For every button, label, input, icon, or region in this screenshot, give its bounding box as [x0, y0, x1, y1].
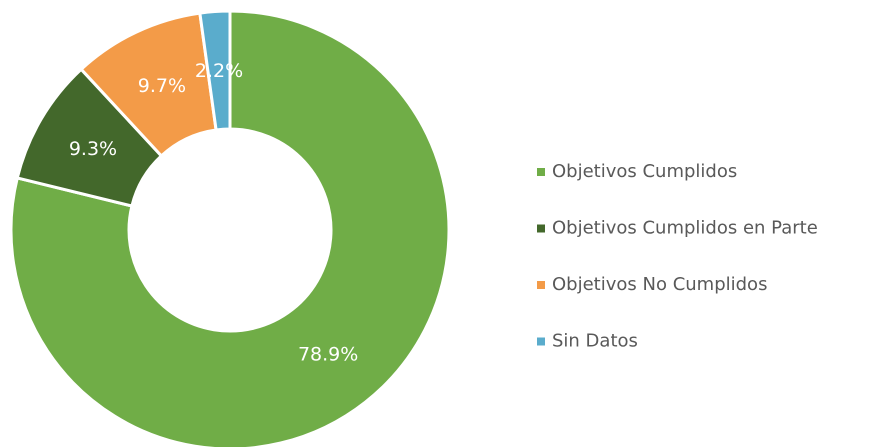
legend-label: Objetivos Cumplidos en Parte [552, 218, 818, 239]
data-label: 9.7% [138, 75, 186, 97]
legend-swatch [537, 281, 545, 289]
legend-swatch [537, 168, 545, 176]
legend-swatch [537, 337, 545, 346]
data-label: 78.9% [298, 344, 358, 366]
legend-label: Sin Datos [552, 331, 638, 352]
data-label: 2.2% [195, 60, 243, 82]
data-label: 9.3% [69, 138, 117, 160]
donut-segment [198, 9, 232, 132]
legend-swatch [537, 224, 545, 233]
donut-segment [9, 9, 451, 447]
legend-label: Objetivos Cumplidos [552, 161, 737, 182]
legend-label: Objetivos No Cumplidos [552, 274, 767, 295]
